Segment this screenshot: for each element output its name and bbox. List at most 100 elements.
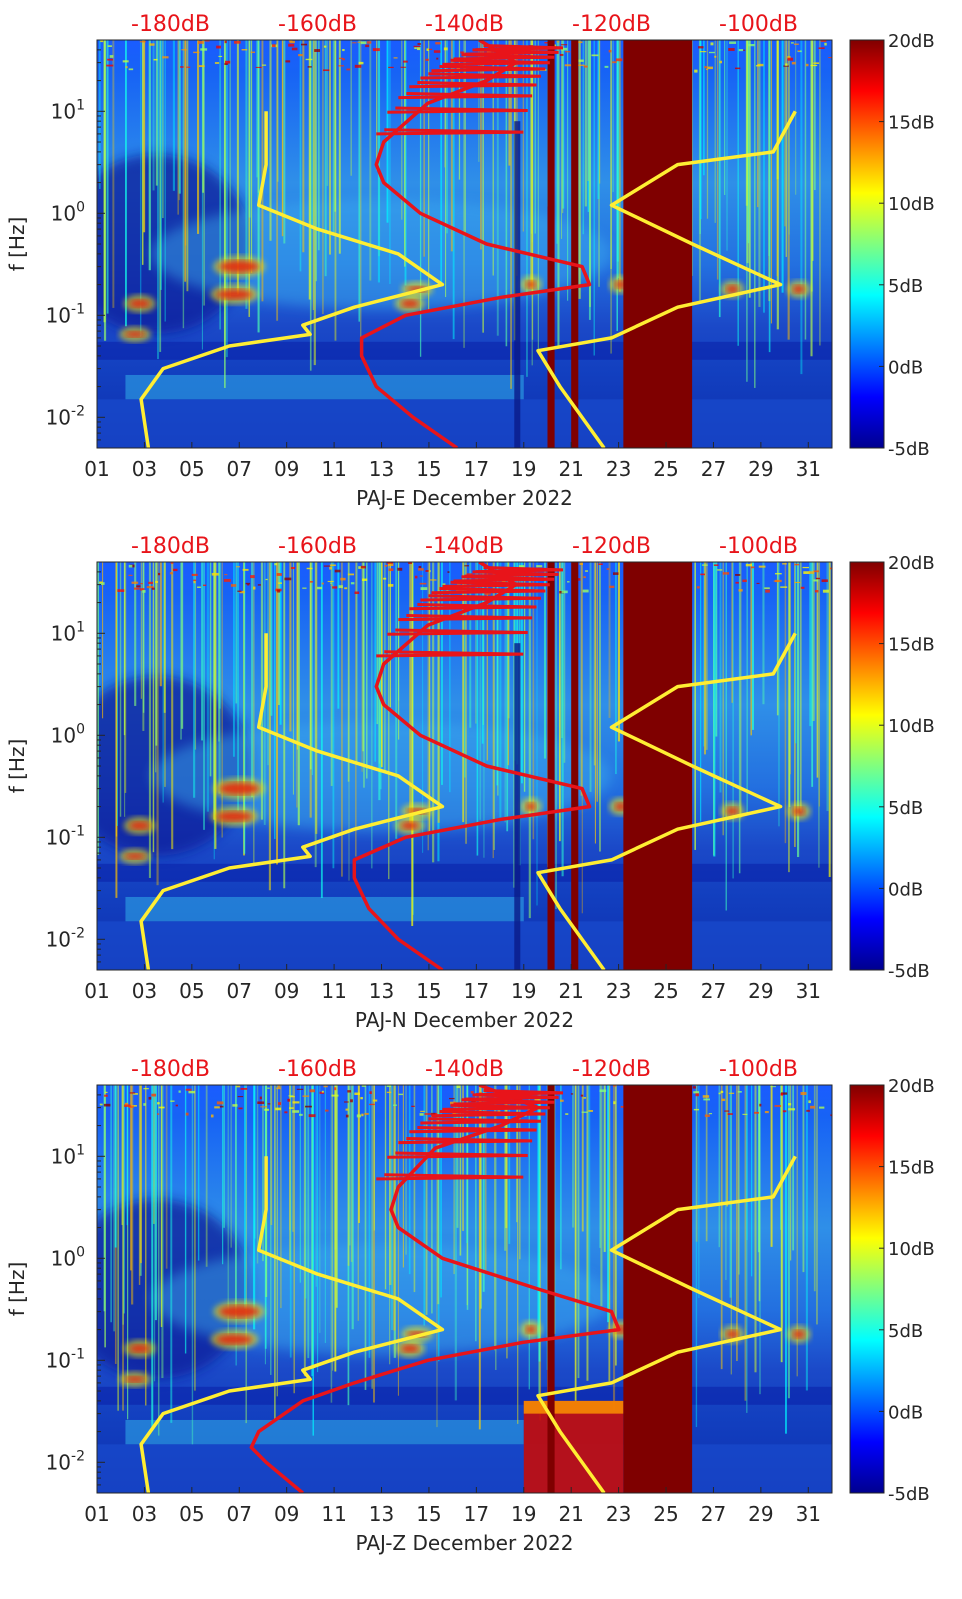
high-frequency-noise bbox=[223, 579, 231, 582]
spectrogram-streak bbox=[567, 40, 569, 301]
high-frequency-noise bbox=[334, 569, 341, 573]
high-frequency-noise bbox=[139, 588, 145, 591]
x-tick-label: 05 bbox=[179, 1502, 204, 1526]
high-frequency-noise bbox=[808, 571, 815, 574]
spectrogram-streak bbox=[725, 562, 727, 911]
spectrogram-streak bbox=[584, 40, 587, 207]
high-frequency-noise bbox=[425, 58, 429, 61]
spectrogram-streak bbox=[745, 40, 748, 206]
high-frequency-noise bbox=[759, 1103, 762, 1107]
spectrogram-streak bbox=[715, 562, 718, 737]
red-psd-spike bbox=[475, 565, 564, 574]
high-frequency-noise bbox=[576, 41, 583, 44]
spectrogram-streak bbox=[332, 562, 335, 869]
spectrogram-streak bbox=[181, 562, 184, 729]
high-frequency-noise bbox=[560, 44, 568, 46]
high-frequency-noise bbox=[408, 562, 412, 564]
high-frequency-noise bbox=[705, 68, 708, 71]
spectrogram-streak bbox=[580, 562, 583, 796]
spectrogram-streak bbox=[537, 40, 539, 350]
high-frequency-noise bbox=[276, 573, 282, 576]
high-frequency-noise bbox=[345, 1108, 349, 1111]
high-frequency-noise bbox=[241, 49, 248, 51]
high-frequency-noise bbox=[354, 64, 362, 68]
high-frequency-noise bbox=[398, 1093, 404, 1096]
spectrogram-streak bbox=[311, 1085, 314, 1367]
high-frequency-noise bbox=[323, 45, 327, 48]
spectrogram-streak bbox=[268, 562, 271, 891]
high-frequency-noise bbox=[316, 586, 323, 590]
high-frequency-noise bbox=[695, 1093, 699, 1097]
high-frequency-noise bbox=[783, 65, 789, 67]
x-tick-label: 07 bbox=[227, 457, 252, 481]
top-axis-db-label: -180dB bbox=[131, 534, 210, 559]
high-frequency-noise bbox=[245, 582, 251, 585]
high-frequency-noise bbox=[700, 573, 705, 576]
data-gap bbox=[547, 562, 555, 970]
spectrogram-streak bbox=[303, 1085, 306, 1377]
spectrogram-streak bbox=[279, 562, 282, 725]
high-frequency-noise bbox=[219, 1105, 224, 1108]
spectrogram-streak bbox=[361, 562, 363, 772]
high-frequency-noise bbox=[149, 43, 155, 46]
spectrogram-streak bbox=[270, 1085, 272, 1375]
spectrogram-streak bbox=[582, 40, 584, 235]
spectrogram-streak bbox=[347, 562, 350, 782]
spectrogram-streak bbox=[267, 562, 269, 766]
spectrogram-streak bbox=[384, 562, 386, 772]
spectrogram-streak bbox=[703, 562, 705, 747]
spectrogram-streak bbox=[317, 1085, 319, 1373]
spectrogram-streak bbox=[184, 40, 187, 282]
spectrogram-streak bbox=[814, 40, 816, 191]
high-frequency-noise bbox=[411, 1105, 415, 1107]
high-frequency-noise bbox=[577, 64, 585, 66]
top-axis-db-label: -100dB bbox=[719, 1057, 798, 1082]
spectrogram-streak bbox=[276, 40, 279, 321]
high-frequency-noise bbox=[210, 1114, 214, 1118]
spectrogram-streak bbox=[142, 562, 145, 731]
spectrogram-streak bbox=[496, 562, 499, 786]
spectrogram-streak bbox=[157, 40, 159, 360]
spectrogram bbox=[97, 562, 832, 970]
spectrogram-streak bbox=[521, 562, 523, 784]
high-frequency-noise bbox=[103, 1103, 111, 1107]
spectrogram-streak bbox=[152, 562, 155, 853]
spectrogram-streak bbox=[289, 562, 292, 732]
spectrogram-streak bbox=[358, 1085, 360, 1224]
spectrogram-streak bbox=[593, 40, 595, 356]
high-frequency-noise bbox=[290, 566, 295, 570]
spectrogram-streak bbox=[202, 40, 205, 193]
high-frequency-noise bbox=[157, 1102, 160, 1105]
y-tick-label: 10-2 bbox=[46, 925, 85, 951]
spectrogram-streak bbox=[124, 562, 126, 817]
spectrogram-streak bbox=[218, 562, 221, 794]
spectrogram-streak bbox=[562, 40, 565, 209]
high-frequency-noise bbox=[471, 1101, 477, 1103]
red-psd-spike bbox=[464, 48, 559, 56]
high-frequency-noise bbox=[100, 40, 104, 43]
spectrogram-streak bbox=[296, 562, 299, 750]
spectrogram-streak bbox=[222, 1085, 224, 1265]
yellow-high-noise-model bbox=[536, 1155, 797, 1493]
high-frequency-noise bbox=[224, 574, 228, 576]
spectrogram-streak bbox=[507, 562, 510, 766]
high-frequency-noise bbox=[260, 1106, 267, 1108]
spectrogram-streak bbox=[324, 40, 327, 277]
high-frequency-noise bbox=[156, 1113, 160, 1115]
high-frequency-noise bbox=[99, 581, 103, 584]
spectrogram-streak bbox=[351, 1085, 354, 1330]
spectrogram-streak bbox=[818, 562, 821, 807]
high-frequency-noise bbox=[383, 577, 387, 580]
high-frequency-noise bbox=[324, 1109, 329, 1112]
x-axis-label: PAJ-E December 2022 bbox=[356, 486, 573, 510]
x-tick-label: 23 bbox=[606, 979, 631, 1003]
high-frequency-noise bbox=[386, 1085, 392, 1088]
high-frequency-noise bbox=[756, 582, 760, 585]
spectrogram-streak bbox=[289, 1085, 292, 1358]
spectrogram-streak bbox=[578, 40, 581, 299]
yellow-high-noise-model bbox=[536, 632, 797, 970]
x-tick-label: 31 bbox=[796, 457, 821, 481]
high-frequency-noise bbox=[129, 1092, 136, 1094]
spectrogram-streak bbox=[309, 40, 312, 371]
spectrogram-streak bbox=[193, 562, 196, 798]
